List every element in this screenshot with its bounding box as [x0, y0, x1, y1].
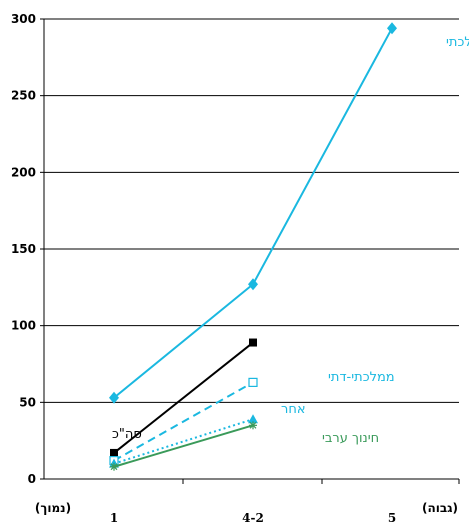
series-1: [110, 338, 257, 457]
series-4-point-1-d2: [249, 421, 257, 429]
series-4-point-1: [249, 421, 257, 430]
series-0-point-2: [387, 22, 397, 35]
series-label-4: חינוך ערבי: [322, 431, 379, 446]
series-1-point-0: [110, 448, 118, 457]
x-tick-label-5: 5: [388, 511, 396, 525]
y-tick-label-50: 50: [19, 395, 36, 409]
series-label-1: סה"כ: [112, 427, 142, 442]
series-4-point-0-d2: [110, 463, 118, 471]
series-2-point-1: [248, 377, 258, 387]
grid: [44, 18, 459, 403]
series-0-point-0: [109, 391, 119, 404]
series-0-point-1: [248, 278, 258, 291]
series-layer: [109, 22, 397, 471]
series-3-point-1: [248, 414, 258, 424]
series-4-point-0: [110, 462, 118, 471]
y-tick-label-100: 100: [11, 319, 36, 333]
series-label-2: ממלכתי-דתי: [328, 370, 395, 385]
y-tick-label-150: 150: [11, 242, 36, 256]
series-line-2: [113, 381, 254, 462]
series-2: [109, 377, 258, 466]
series-line-1: [113, 341, 254, 454]
series-label-0: ממלכתי: [446, 35, 469, 50]
series-0: [109, 22, 397, 404]
series-line-4: [113, 424, 254, 468]
x-tick-label-4-2: 4-2: [242, 511, 264, 525]
labels: 0 50 100 150 200 250 300 1 4-2 5 ממלכתי סה"כ ממלכתי-…: [11, 12, 469, 525]
series-line-3: [113, 418, 254, 465]
series-1-point-1: [249, 338, 257, 347]
y-tick-label-0: 0: [28, 472, 36, 486]
y-tick-label-250: 250: [11, 89, 36, 103]
x-tick-label-1: 1: [110, 511, 118, 525]
axes: [40, 18, 460, 484]
series-label-3: אחר: [281, 402, 306, 417]
y-tick-label-200: 200: [11, 165, 36, 179]
y-tick-label-300: 300: [11, 12, 36, 26]
series-4: [110, 421, 257, 471]
x-right-label: (גבוה): [422, 501, 458, 515]
x-left-label: (נמוך): [35, 501, 71, 515]
